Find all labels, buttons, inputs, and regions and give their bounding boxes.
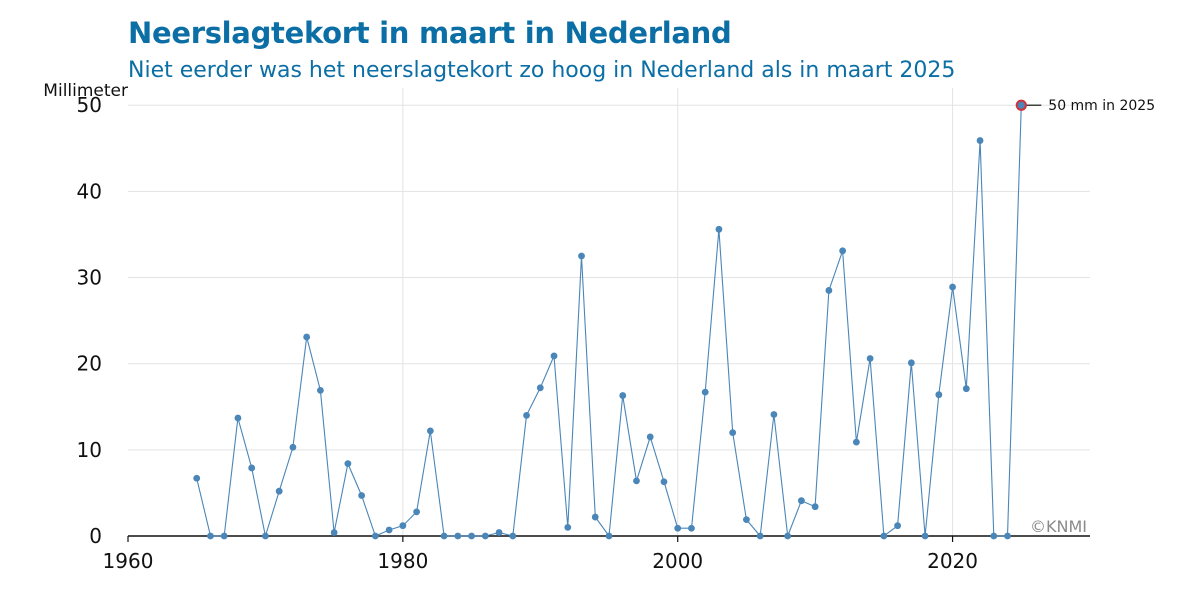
data-point	[633, 477, 640, 485]
data-point	[399, 522, 407, 530]
axes: 0 10 20 30 40 50 1960 1980 2000 2020	[77, 93, 1090, 573]
data-point	[550, 352, 558, 360]
data-point	[935, 391, 943, 399]
y-axis-label: Millimeter	[43, 81, 128, 101]
data-point	[756, 532, 764, 540]
data-point	[358, 492, 366, 499]
data-point	[289, 443, 297, 451]
data-point	[193, 474, 201, 482]
x-tick-label: 1980	[377, 549, 428, 573]
data-point	[660, 478, 668, 486]
data-point	[317, 387, 324, 394]
data-point	[495, 529, 503, 536]
y-tick-label: 40	[77, 179, 102, 203]
data-point	[729, 429, 737, 437]
x-tick-label: 2000	[652, 549, 703, 573]
data-point	[674, 524, 682, 532]
data-point	[262, 532, 269, 540]
data-point	[220, 532, 228, 540]
data-point	[578, 252, 585, 260]
data-point	[646, 433, 654, 441]
data-point	[715, 225, 723, 233]
highlight-point	[1015, 99, 1027, 111]
data-point	[921, 532, 929, 540]
data-point	[591, 513, 599, 521]
data-point	[536, 384, 544, 392]
data-point	[880, 532, 888, 540]
data-point	[468, 532, 475, 540]
data-point	[454, 532, 462, 540]
grid	[128, 88, 1090, 536]
data-point	[248, 464, 256, 472]
series-line	[196, 105, 1022, 538]
data-points	[193, 101, 1025, 540]
data-point	[949, 283, 956, 291]
y-tick-label: 20	[77, 352, 102, 376]
data-point	[866, 355, 874, 362]
data-point	[894, 522, 901, 530]
data-point	[743, 516, 750, 524]
data-point	[962, 385, 970, 393]
data-point	[344, 460, 352, 468]
data-point	[207, 532, 214, 540]
data-point	[440, 532, 448, 540]
data-point	[839, 247, 847, 255]
data-point	[811, 503, 819, 511]
series-line-layer	[196, 105, 1022, 538]
y-tick-label: 10	[77, 438, 102, 462]
data-point	[825, 287, 833, 294]
data-point	[481, 532, 489, 540]
annotation-layer: 50 mm in 2025	[1015, 98, 1155, 114]
chart-subtitle: Niet eerder was het neerslagtekort zo ho…	[128, 58, 956, 83]
data-point	[303, 333, 311, 341]
y-tick-label: 50	[77, 93, 102, 117]
data-point	[688, 524, 695, 532]
data-point	[330, 529, 338, 536]
data-point	[619, 392, 627, 399]
data-point	[701, 388, 709, 396]
data-point	[564, 523, 572, 531]
data-point	[1004, 532, 1011, 540]
data-point	[605, 532, 613, 540]
data-point	[234, 414, 242, 422]
x-tick-label: 1960	[103, 549, 154, 573]
data-point	[413, 508, 420, 516]
y-tick-label: 0	[89, 524, 102, 548]
x-tick-label: 2020	[927, 549, 978, 573]
data-point	[990, 532, 998, 540]
data-point	[509, 532, 517, 540]
y-tick-label: 30	[77, 266, 102, 290]
data-point	[426, 427, 434, 435]
data-point	[523, 411, 530, 419]
data-point	[770, 411, 778, 418]
chart-title: Neerslagtekort in maart in Nederland	[128, 16, 732, 50]
data-point	[784, 532, 792, 540]
data-point	[907, 359, 915, 367]
data-point	[371, 532, 379, 540]
data-point	[385, 526, 393, 534]
data-point	[275, 487, 283, 495]
highlight-label: 50 mm in 2025	[1048, 98, 1155, 114]
credit-label: ©KNMI	[1030, 517, 1087, 536]
data-point	[798, 497, 805, 505]
data-point	[976, 137, 984, 144]
data-point	[852, 438, 860, 446]
